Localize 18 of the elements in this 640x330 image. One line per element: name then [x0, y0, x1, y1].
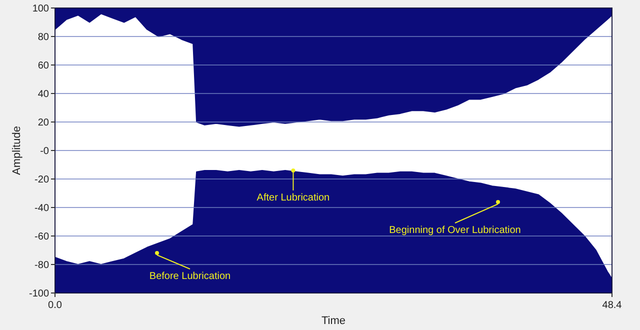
y-tick-label: 40	[38, 89, 50, 100]
y-tick-label: -40	[34, 203, 50, 214]
y-tick-label: -100	[28, 288, 50, 300]
y-tick-label: 80	[38, 32, 50, 43]
y-tick-label: -20	[34, 174, 50, 186]
annotation: After Lubrication	[256, 192, 330, 204]
y-tick-label: 60	[38, 60, 50, 72]
y-axis-title: Amplitude	[11, 126, 23, 175]
y-tick-label: -60	[34, 232, 50, 242]
x-tick-label: 48.4	[602, 300, 622, 311]
y-tick-label: 20	[38, 118, 50, 128]
x-tick-label: 0.0	[48, 300, 62, 311]
y-tick-label: 100	[32, 4, 50, 14]
annotation: Before Lubrication	[149, 271, 231, 282]
y-tick-label: -80	[34, 260, 50, 271]
y-tick-label: -0	[40, 146, 50, 157]
annotation: Beginning of Over Lubrication	[389, 225, 521, 236]
x-axis-title: Time	[321, 315, 346, 327]
